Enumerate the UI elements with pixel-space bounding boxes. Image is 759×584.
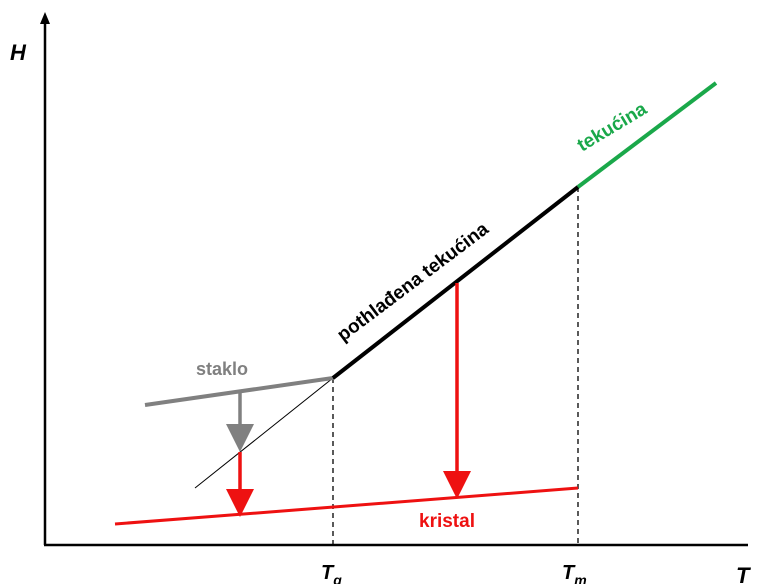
crystal-line bbox=[114, 486, 579, 526]
glass-label: staklo bbox=[196, 359, 248, 379]
y-axis-arrowhead bbox=[40, 12, 50, 24]
y-axis-label: H bbox=[10, 40, 27, 65]
supercooled-liquid-line bbox=[331, 185, 580, 380]
liquid-label: tekućina bbox=[574, 98, 651, 156]
liquid-line bbox=[576, 81, 718, 189]
crystal-label: kristal bbox=[419, 511, 475, 532]
tm-tick-label: Tm bbox=[562, 562, 587, 584]
supercooled-liquid-label: pothlađena tekućina bbox=[333, 218, 493, 346]
extrapolated-supercooled-line bbox=[194, 377, 334, 489]
x-axis-label: T bbox=[736, 563, 751, 584]
tg-tick-label: Tg bbox=[321, 562, 342, 584]
